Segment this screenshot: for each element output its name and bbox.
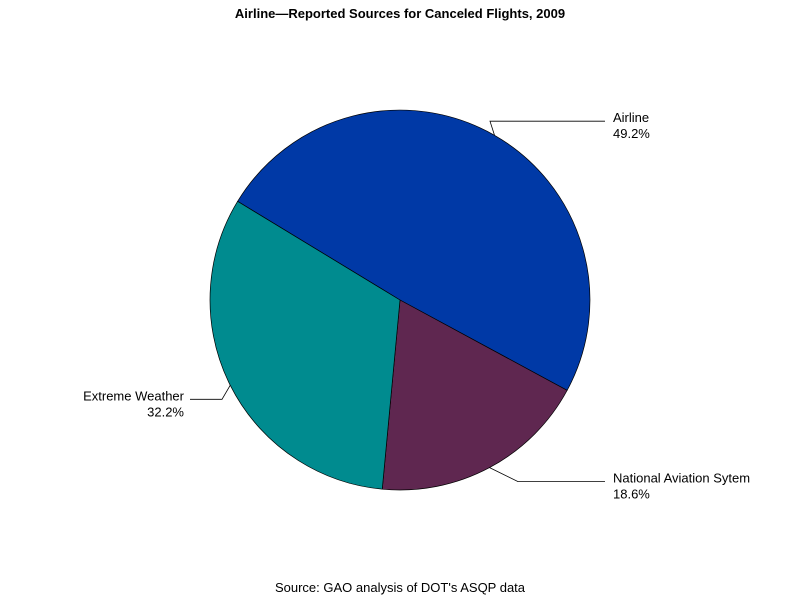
pie-slice-airline: [237, 109, 591, 391]
slice-value-label: 49.2%: [613, 126, 650, 141]
slice-label: Airline: [613, 110, 649, 125]
callout-line: [190, 385, 231, 400]
slice-value-label: 32.2%: [147, 404, 184, 419]
slice-value-label: 18.6%: [613, 487, 650, 502]
chart-source: Source: GAO analysis of DOT's ASQP data: [274, 580, 526, 595]
pie-slice-extreme-weather: [209, 200, 401, 490]
pie-slice-national-aviation-sytem: [381, 299, 568, 491]
slice-label: National Aviation Sytem: [613, 471, 750, 486]
chart-title: Airline—Reported Sources for Canceled Fl…: [234, 6, 566, 21]
slice-label: Extreme Weather: [83, 388, 185, 403]
callout-line: [489, 120, 605, 136]
callout-line: [489, 467, 605, 483]
